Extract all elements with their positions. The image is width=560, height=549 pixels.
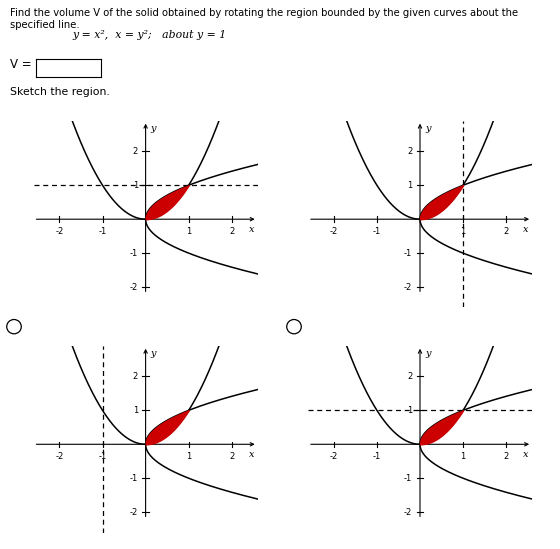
Text: 1: 1 (186, 452, 192, 461)
Text: -1: -1 (404, 249, 412, 257)
Text: -1: -1 (373, 227, 381, 236)
Text: 2: 2 (133, 147, 138, 156)
Text: -1: -1 (373, 452, 381, 461)
Text: -2: -2 (129, 283, 138, 292)
Text: V =: V = (10, 58, 32, 71)
Text: 2: 2 (503, 227, 509, 236)
Text: -1: -1 (129, 474, 138, 483)
Text: 1: 1 (407, 181, 412, 190)
Text: -2: -2 (404, 508, 412, 517)
Text: 2: 2 (407, 372, 412, 381)
Text: x: x (249, 225, 254, 234)
Text: 2: 2 (229, 227, 235, 236)
Text: -2: -2 (404, 283, 412, 292)
Text: 1: 1 (460, 452, 466, 461)
Text: -1: -1 (404, 474, 412, 483)
Text: 2: 2 (407, 147, 412, 156)
Text: 1: 1 (407, 406, 412, 415)
Text: -2: -2 (55, 227, 64, 236)
Text: y: y (151, 124, 156, 133)
Text: Find the volume V of the solid obtained by rotating the region bounded by the gi: Find the volume V of the solid obtained … (10, 8, 518, 30)
Text: 1: 1 (133, 406, 138, 415)
Text: -1: -1 (99, 452, 106, 461)
Text: 1: 1 (133, 181, 138, 190)
Text: -1: -1 (129, 249, 138, 257)
Text: 2: 2 (503, 452, 509, 461)
Text: 1: 1 (186, 227, 192, 236)
Text: 2: 2 (133, 372, 138, 381)
Text: -2: -2 (330, 452, 338, 461)
Text: -1: -1 (99, 227, 106, 236)
Text: y: y (425, 349, 431, 358)
Text: y = x²,  x = y²;   about y = 1: y = x², x = y²; about y = 1 (73, 30, 227, 40)
Text: -2: -2 (55, 452, 64, 461)
Text: -2: -2 (330, 227, 338, 236)
Text: x: x (249, 450, 254, 460)
Text: y: y (151, 349, 156, 358)
Text: 2: 2 (229, 452, 235, 461)
Text: x: x (523, 450, 529, 460)
Text: Sketch the region.: Sketch the region. (10, 87, 110, 97)
Text: -2: -2 (129, 508, 138, 517)
Text: y: y (425, 124, 431, 133)
Text: x: x (523, 225, 529, 234)
Text: 1: 1 (460, 227, 466, 236)
